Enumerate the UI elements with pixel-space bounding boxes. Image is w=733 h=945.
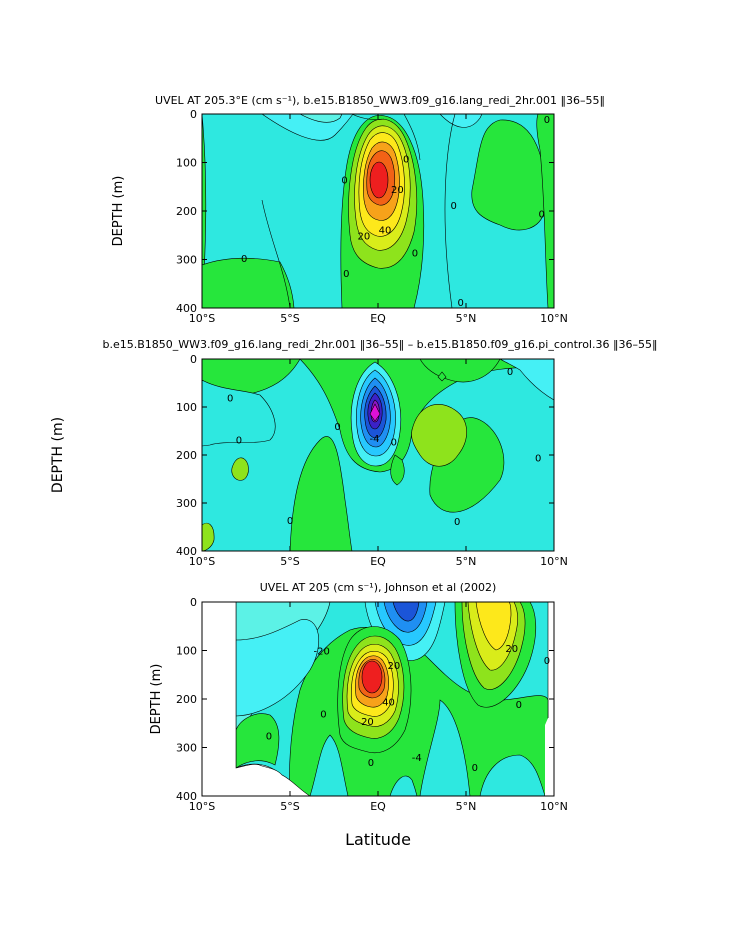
panel-2-contour-labels: 0 0 0 -4 0 0 0 0 0 — [227, 367, 541, 528]
panel-1-title: UVEL AT 205.3°E (cm s⁻¹), b.e15.B1850_WW… — [155, 94, 605, 107]
contour-label: -20 — [314, 647, 330, 658]
contour-label: 0 — [535, 453, 541, 464]
panel-3-plot-area — [202, 602, 554, 796]
contour-label: 0 — [450, 201, 456, 212]
x-tick-label: 10°S — [189, 555, 215, 568]
contour-label: 20 — [358, 231, 371, 242]
panel-3-westward-core — [392, 602, 420, 622]
x-tick-label: 10°S — [189, 312, 215, 325]
contour-label: 0 — [458, 298, 464, 309]
x-axis-label: Latitude — [345, 830, 411, 849]
contour-label: 20 — [505, 644, 518, 655]
contour-label: 0 — [241, 254, 247, 265]
panel-1-contour-labels: 0 0 20 20 40 0 0 0 0 0 0 0 — [241, 115, 550, 309]
y-tick-label: 100 — [176, 401, 197, 414]
panel-1-plot-area — [202, 114, 554, 308]
y-tick-label: 400 — [176, 545, 197, 558]
panel-3-x-axis: 10°S 5°S EQ 5°N 10°N — [189, 602, 568, 813]
contour-label: 40 — [382, 697, 395, 708]
y-tick-label: 0 — [190, 353, 197, 366]
contour-label: 0 — [334, 422, 340, 433]
x-tick-label: 10°N — [540, 555, 568, 568]
x-tick-label: 10°N — [540, 312, 568, 325]
contour-label: -4 — [412, 753, 422, 764]
y-tick-label: 200 — [176, 693, 197, 706]
y-tick-label: 200 — [176, 449, 197, 462]
y-tick-label: 400 — [176, 790, 197, 803]
y-tick-label: 100 — [176, 157, 197, 170]
y-tick-label: 200 — [176, 205, 197, 218]
contour-label: 0 — [227, 393, 233, 404]
contour-label: 20 — [361, 717, 374, 728]
contour-label: 0 — [403, 155, 409, 166]
y-tick-label: 400 — [176, 302, 197, 315]
x-tick-label: 5°S — [280, 555, 299, 568]
panel-3-ylabel: DEPTH (m) — [149, 664, 164, 735]
x-tick-label: EQ — [370, 800, 386, 813]
panel-1-jet-core — [369, 161, 389, 199]
panel-2-y-axis: 0 100 200 300 400 — [176, 353, 554, 558]
contour-label: 20 — [391, 185, 404, 196]
contour-label: 0 — [287, 516, 293, 527]
panel-1-x-axis: 10°S 5°S EQ 5°N 10°N — [189, 114, 568, 325]
panel-2-uvel-difference: b.e15.B1850_WW3.f09_g16.lang_redi_2hr.00… — [50, 338, 657, 568]
y-tick-label: 0 — [190, 108, 197, 121]
x-tick-label: 5°S — [280, 312, 299, 325]
contour-label: 0 — [236, 436, 242, 447]
panel-2-x-axis: 10°S 5°S EQ 5°N 10°N — [189, 359, 568, 568]
y-tick-label: 0 — [190, 596, 197, 609]
panel-2-plot-area — [202, 359, 554, 551]
x-tick-label: EQ — [370, 555, 386, 568]
x-tick-label: 5°S — [280, 800, 299, 813]
panel-1-uvel-model: UVEL AT 205.3°E (cm s⁻¹), b.e15.B1850_WW… — [111, 94, 605, 325]
contour-label: 0 — [341, 175, 347, 186]
x-tick-label: 5°N — [456, 312, 477, 325]
panel-3-title: UVEL AT 205 (cm s⁻¹), Johnson et al (200… — [260, 581, 497, 594]
x-tick-label: 10°N — [540, 800, 568, 813]
y-tick-label: 300 — [176, 742, 197, 755]
contour-label: 0 — [343, 269, 349, 280]
x-tick-label: 10°S — [189, 800, 215, 813]
panel-3-contour-labels: -20 20 20 40 0 0 0 0 0 20 -4 0 — [266, 644, 550, 774]
contour-label: 0 — [454, 517, 460, 528]
panel-2-title: b.e15.B1850_WW3.f09_g16.lang_redi_2hr.00… — [103, 338, 658, 351]
contour-label: 40 — [379, 225, 392, 236]
contour-label: 0 — [391, 438, 397, 449]
contour-label: 20 — [387, 661, 400, 672]
contour-label: 0 — [320, 710, 326, 721]
panel-3-missing-data — [202, 602, 310, 796]
contour-label: 0 — [472, 763, 478, 774]
panel-2-ylabel: DEPTH (m) — [50, 417, 66, 493]
contour-label: 0 — [266, 731, 272, 742]
contour-label: -4 — [369, 434, 379, 445]
panel-1-ylabel: DEPTH (m) — [111, 176, 126, 247]
contour-label: 0 — [412, 249, 418, 260]
contour-label: 0 — [368, 758, 374, 769]
y-tick-label: 100 — [176, 645, 197, 658]
contour-label: 0 — [507, 367, 513, 378]
contour-label: 0 — [544, 656, 550, 667]
y-tick-label: 300 — [176, 497, 197, 510]
x-tick-label: EQ — [370, 312, 386, 325]
y-tick-label: 300 — [176, 254, 197, 267]
panel-3-uvel-observations: UVEL AT 205 (cm s⁻¹), Johnson et al (200… — [149, 581, 568, 849]
contour-label: 0 — [538, 209, 544, 220]
contour-label: 0 — [544, 115, 550, 126]
panel-2-negative-core — [369, 403, 381, 422]
contour-label: 0 — [516, 700, 522, 711]
panel-3-jet-core — [361, 660, 383, 694]
x-tick-label: 5°N — [456, 800, 477, 813]
x-tick-label: 5°N — [456, 555, 477, 568]
